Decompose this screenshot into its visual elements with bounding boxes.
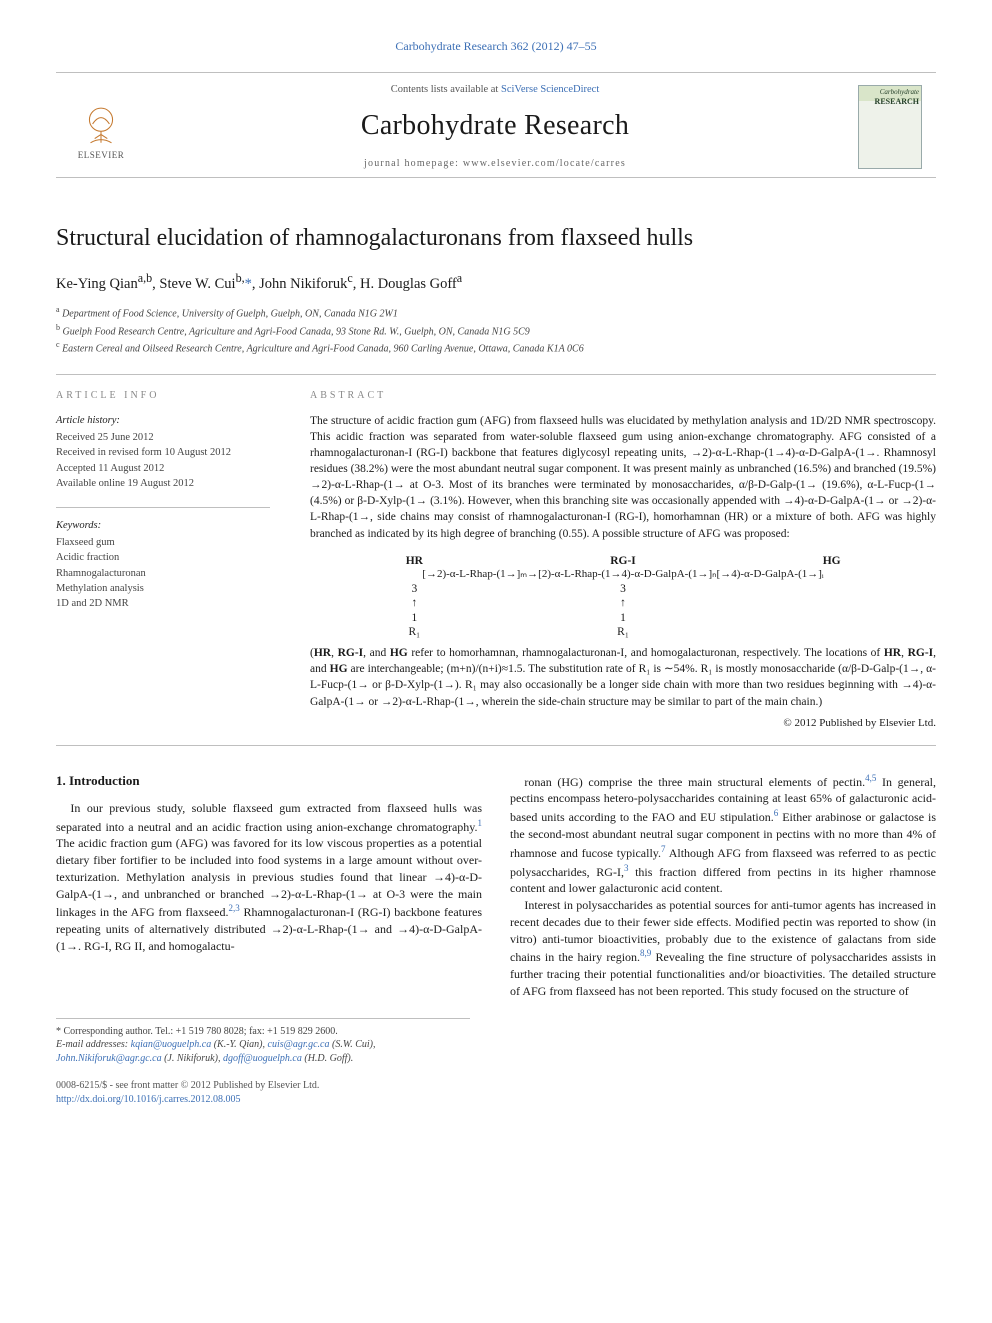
contents-line: Contents lists available at SciVerse Sci… bbox=[132, 83, 858, 97]
section-heading-introduction: 1. Introduction bbox=[56, 772, 482, 790]
divider bbox=[56, 745, 936, 746]
divider bbox=[56, 374, 936, 375]
label-hr: HR bbox=[310, 554, 519, 568]
contents-pre: Contents lists available at bbox=[391, 84, 501, 95]
journal-homepage: journal homepage: www.elsevier.com/locat… bbox=[132, 157, 858, 171]
keywords-list: Flaxseed gumAcidic fractionRhamnogalactu… bbox=[56, 535, 270, 611]
journal-cover-thumbnail: Carbohydrate RESEARCH bbox=[858, 85, 922, 169]
history-list: Received 25 June 2012Received in revised… bbox=[56, 430, 270, 491]
intro-col2a: ronan (HG) comprise the three main struc… bbox=[510, 772, 936, 898]
author-list: Ke-Ying Qiana,b, Steve W. Cuib,*, John N… bbox=[56, 270, 936, 294]
homepage-pre: journal homepage: bbox=[364, 158, 463, 169]
journal-reference: Carbohydrate Research 362 (2012) 47–55 bbox=[56, 38, 936, 54]
structure-chain: [→2)-α-L-Rhap-(1→]ₘ→[2)-α-L-Rhap-(1→4)-α… bbox=[310, 568, 936, 582]
sub-arrow-a: ↑ bbox=[310, 596, 519, 610]
elsevier-tree-icon bbox=[80, 105, 122, 147]
sub-arrow-b: ↑ bbox=[519, 596, 728, 610]
sub-3a: 3 bbox=[310, 582, 519, 596]
copyright: © 2012 Published by Elsevier Ltd. bbox=[310, 716, 936, 731]
divider bbox=[56, 507, 270, 508]
publisher-name: ELSEVIER bbox=[78, 149, 125, 161]
front-matter: 0008-6215/$ - see front matter © 2012 Pu… bbox=[56, 1079, 319, 1093]
cover-line2: RESEARCH bbox=[861, 97, 919, 108]
sub-3b: 3 bbox=[519, 582, 728, 596]
doi-link[interactable]: http://dx.doi.org/10.1016/j.carres.2012.… bbox=[56, 1094, 241, 1105]
sub-r1b: R₁ bbox=[519, 625, 728, 639]
sub-r1a: R₁ bbox=[310, 625, 519, 639]
journal-title: Carbohydrate Research bbox=[132, 107, 858, 145]
homepage-url: www.elsevier.com/locate/carres bbox=[463, 158, 626, 169]
sciencedirect-link[interactable]: SciVerse ScienceDirect bbox=[501, 84, 599, 95]
article-info-heading: ARTICLE INFO bbox=[56, 389, 270, 403]
sub-1b: 1 bbox=[519, 611, 728, 625]
keywords-heading: Keywords: bbox=[56, 518, 270, 533]
abstract-para-2: (HR, RG-I, and HG refer to homorhamnan, … bbox=[310, 645, 936, 709]
intro-col1: In our previous study, soluble flaxseed … bbox=[56, 800, 482, 955]
structure-diagram: HR RG-I HG [→2)-α-L-Rhap-(1→]ₘ→[2)-α-L-R… bbox=[310, 554, 936, 640]
cover-line1: Carbohydrate bbox=[861, 88, 919, 97]
abstract-para-1: The structure of acidic fraction gum (AF… bbox=[310, 413, 936, 542]
label-rgi: RG-I bbox=[519, 554, 728, 568]
page-footer: 0008-6215/$ - see front matter © 2012 Pu… bbox=[56, 1079, 936, 1106]
abstract-heading: ABSTRACT bbox=[310, 389, 936, 403]
footnotes: * Corresponding author. Tel.: +1 519 780… bbox=[56, 1018, 470, 1066]
history-heading: Article history: bbox=[56, 413, 270, 428]
email-addresses: E-mail addresses: kqian@uoguelph.ca (K.-… bbox=[56, 1038, 470, 1065]
intro-col2b: Interest in polysaccharides as potential… bbox=[510, 897, 936, 1000]
label-hg: HG bbox=[727, 554, 936, 568]
publisher-logo: ELSEVIER bbox=[70, 93, 132, 161]
affiliations: a Department of Food Science, University… bbox=[56, 304, 936, 356]
article-title: Structural elucidation of rhamnogalactur… bbox=[56, 222, 936, 254]
sub-1a: 1 bbox=[310, 611, 519, 625]
journal-masthead: ELSEVIER Contents lists available at Sci… bbox=[56, 72, 936, 177]
corresponding-author-note: * Corresponding author. Tel.: +1 519 780… bbox=[56, 1025, 470, 1039]
